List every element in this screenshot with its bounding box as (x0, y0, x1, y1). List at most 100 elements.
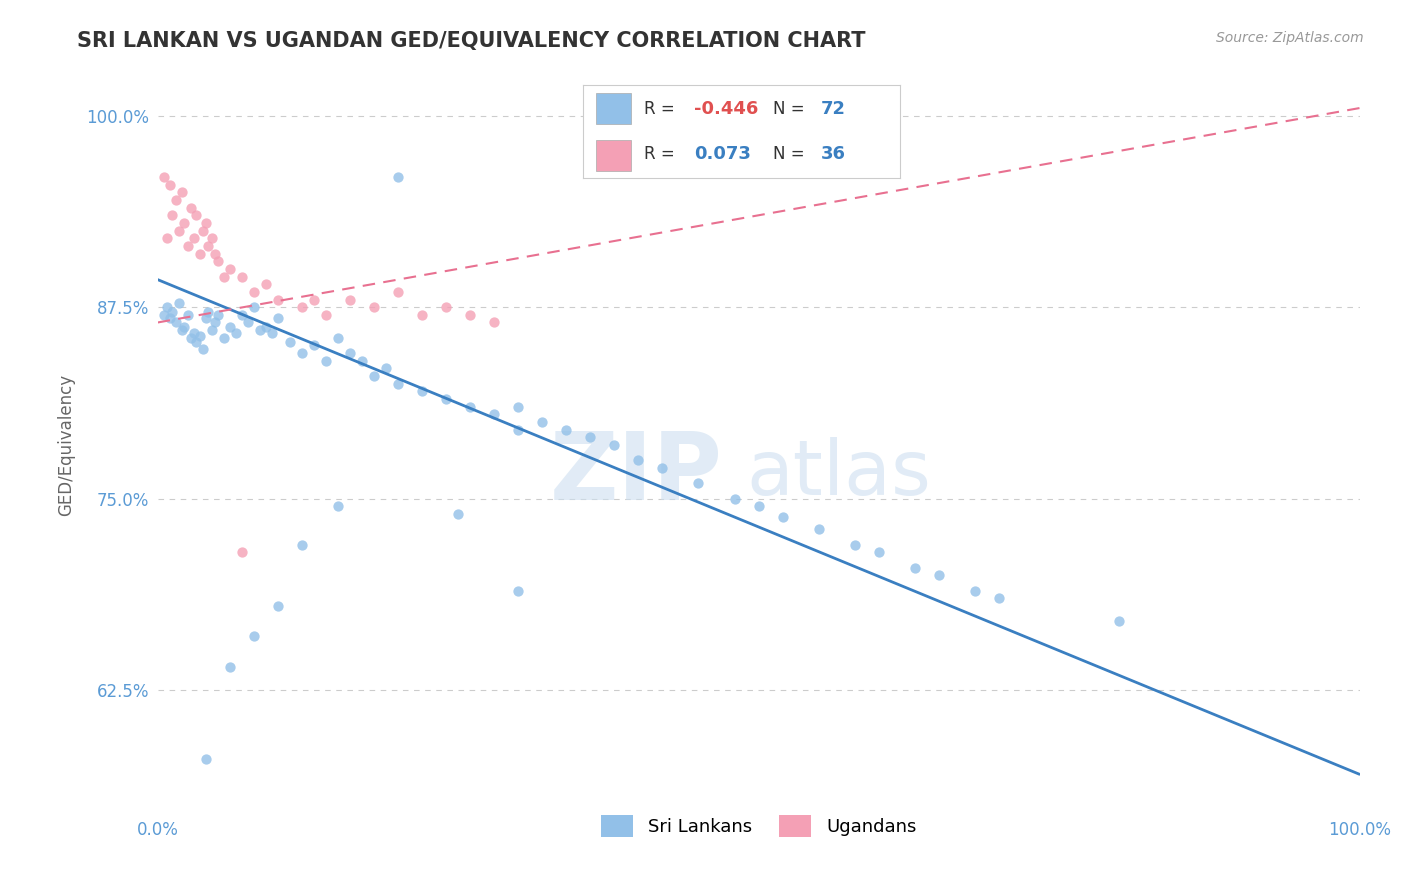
Point (363, 369, 385, 384)
Point (160, 305, 183, 319)
Point (184, 208, 207, 222)
Point (688, 476, 710, 491)
Point (447, 507, 470, 521)
Point (156, 300, 179, 314)
Point (204, 246, 226, 260)
Point (350, 353, 373, 368)
Point (254, 320, 277, 334)
Point (387, 285, 409, 299)
Point (231, 308, 253, 322)
Point (212, 269, 235, 284)
Point (194, 216, 217, 230)
Point (627, 453, 650, 467)
Point (165, 193, 187, 207)
Point (170, 186, 193, 200)
Point (260, 326, 283, 341)
Point (193, 224, 215, 238)
Point (254, 277, 277, 292)
Legend: Sri Lankans, Ugandans: Sri Lankans, Ugandans (593, 807, 924, 844)
Point (180, 201, 202, 215)
Point (176, 308, 198, 322)
Point (291, 537, 314, 551)
Point (242, 300, 264, 314)
Point (868, 545, 890, 559)
Text: R =: R = (644, 145, 675, 163)
Point (184, 335, 207, 350)
Point (183, 231, 205, 245)
Point (165, 316, 187, 330)
Point (188, 246, 211, 260)
Point (218, 261, 240, 276)
Point (212, 331, 235, 345)
Point (278, 335, 301, 350)
Point (249, 323, 271, 337)
Point (772, 510, 794, 524)
Text: SRI LANKAN VS UGANDAN GED/EQUIVALENCY CORRELATION CHART: SRI LANKAN VS UGANDAN GED/EQUIVALENCY CO… (77, 31, 866, 51)
Point (197, 239, 219, 253)
Point (987, 591, 1010, 606)
Point (180, 331, 202, 345)
Point (201, 231, 224, 245)
Point (218, 320, 240, 334)
Text: ZIP: ZIP (550, 428, 723, 520)
Point (231, 545, 253, 559)
Point (242, 630, 264, 644)
Point (236, 316, 259, 330)
Point (928, 568, 950, 582)
Point (807, 522, 830, 536)
Point (963, 583, 986, 598)
Point (291, 346, 314, 360)
Point (183, 326, 205, 341)
Point (156, 231, 179, 245)
Text: 36: 36 (821, 145, 846, 163)
Point (201, 323, 224, 337)
Point (482, 316, 505, 330)
Point (339, 293, 361, 307)
Point (291, 300, 314, 314)
Y-axis label: GED/Equivalency: GED/Equivalency (58, 374, 75, 516)
Text: Source: ZipAtlas.com: Source: ZipAtlas.com (1216, 31, 1364, 45)
Point (411, 308, 433, 322)
Point (387, 169, 409, 184)
Point (458, 308, 481, 322)
Point (531, 415, 554, 429)
Point (651, 461, 673, 475)
Point (302, 338, 325, 352)
Text: N =: N = (773, 145, 804, 163)
Point (434, 300, 457, 314)
Point (482, 408, 505, 422)
Point (167, 295, 190, 310)
Point (197, 305, 219, 319)
Point (159, 178, 181, 192)
Point (508, 400, 530, 414)
Point (723, 491, 745, 506)
Point (555, 423, 578, 437)
Point (326, 500, 349, 514)
Point (204, 316, 226, 330)
Point (904, 560, 927, 574)
Text: N =: N = (773, 100, 804, 118)
Point (411, 384, 433, 399)
Point (339, 346, 361, 360)
Text: atlas: atlas (747, 437, 931, 511)
Point (267, 599, 290, 613)
Point (242, 285, 264, 299)
Bar (596, 93, 631, 124)
Point (170, 323, 193, 337)
Point (194, 310, 217, 325)
Point (844, 537, 866, 551)
Point (387, 376, 409, 391)
Point (363, 300, 385, 314)
Point (748, 500, 770, 514)
Point (1108, 614, 1130, 628)
Point (159, 310, 181, 325)
Point (326, 331, 349, 345)
Point (193, 342, 215, 356)
Point (302, 293, 325, 307)
Point (173, 320, 195, 334)
Point (267, 310, 290, 325)
Point (152, 308, 174, 322)
Point (188, 329, 211, 343)
Bar (596, 140, 631, 171)
Point (315, 353, 337, 368)
